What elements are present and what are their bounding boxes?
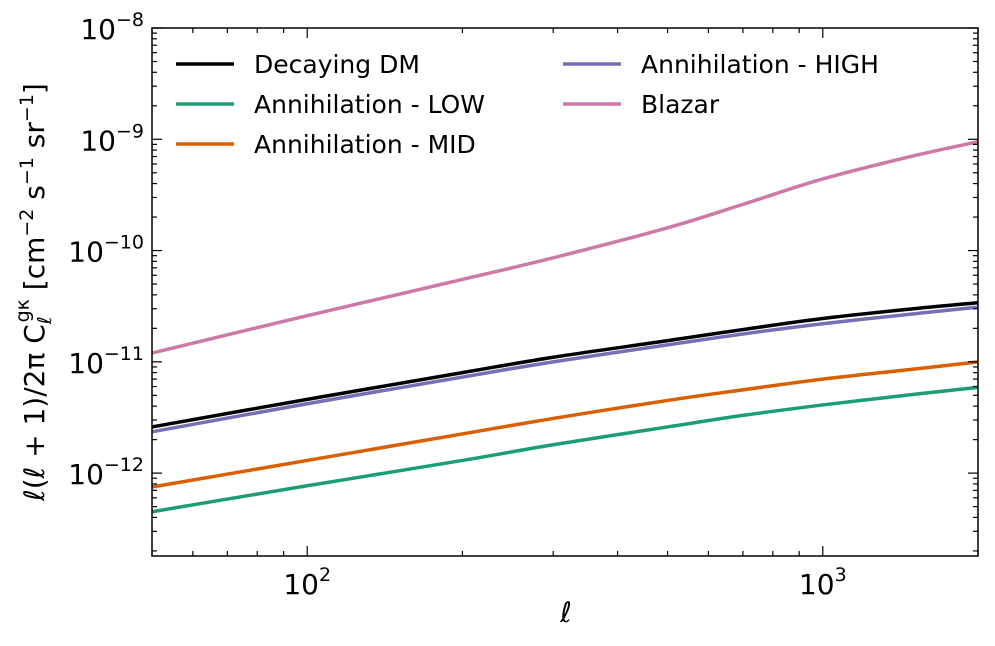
plot-frame: [151, 27, 979, 557]
tick-labels-layer: 102 103 10−12 10−11 10−10 10−9 10−8: [68, 9, 846, 601]
y-label-unit-open: [cm: [18, 237, 51, 300]
y-tick-label: 10−12: [68, 454, 144, 491]
y-label-exp3: −1: [16, 94, 38, 122]
series-line-annihilation-high: [151, 305, 979, 434]
series-layer: [151, 140, 979, 514]
y-label-main: ℓ(ℓ + 1)/2π C: [18, 324, 51, 502]
x-axis-label: ℓ: [559, 596, 572, 629]
series-line-blazar: [151, 140, 979, 355]
x-tick-label: 103: [799, 564, 847, 601]
legend-label-annihilation-mid: Annihilation - MID: [254, 130, 476, 159]
y-tick-label: 10−8: [80, 9, 144, 46]
legend-label-decaying-dm: Decaying DM: [254, 50, 420, 79]
y-axis-label: ℓ(ℓ + 1)/2π Cℓgκ [cm−2 s−1 sr−1]: [12, 83, 56, 502]
series-line-decaying-dm: [151, 300, 979, 429]
legend: Decaying DM Annihilation - LOW Annihilatio…: [176, 50, 879, 159]
y-label-s: s: [18, 185, 51, 209]
series-line-annihilation-low: [151, 385, 979, 514]
y-label-sub: ℓ: [34, 316, 56, 325]
legend-label-annihilation-high: Annihilation - HIGH: [641, 50, 879, 79]
ticks-layer: [151, 27, 979, 556]
y-label-exp2: −1: [16, 157, 38, 185]
y-tick-label: 10−9: [80, 120, 144, 157]
y-label-exp1: −2: [16, 209, 38, 237]
y-label-unit-close: ]: [18, 83, 51, 94]
legend-label-annihilation-low: Annihilation - LOW: [254, 90, 485, 119]
y-label-sr: sr: [18, 122, 51, 157]
legend-label-blazar: Blazar: [641, 90, 720, 119]
y-tick-label: 10−10: [68, 232, 144, 269]
x-tick-label: 102: [283, 564, 331, 601]
y-tick-label: 10−11: [68, 343, 144, 380]
series-line-annihilation-mid: [151, 360, 979, 489]
y-label-sup: gκ: [12, 299, 34, 322]
